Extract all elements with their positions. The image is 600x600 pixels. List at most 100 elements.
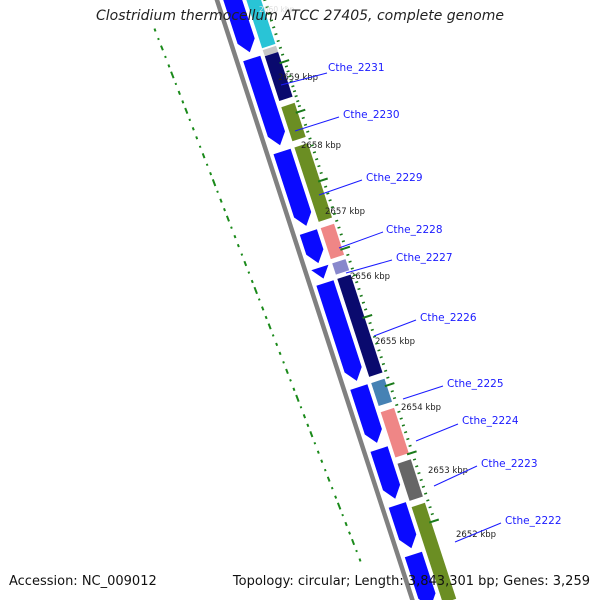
gc-skew-mark — [275, 342, 279, 347]
gc-skew-mark — [355, 549, 358, 553]
cog-segment — [320, 223, 345, 260]
gc-skew-mark — [285, 368, 289, 375]
major-tick — [406, 450, 417, 456]
gc-skew-mark — [240, 253, 244, 256]
gene-label[interactable]: Cthe_2230 — [343, 109, 400, 121]
minor-tick — [269, 19, 274, 22]
gc-skew-mark — [181, 100, 185, 104]
minor-tick — [326, 192, 330, 195]
minor-tick — [310, 144, 314, 147]
gene-leader-line — [415, 423, 459, 442]
tick-label: 2656 kbp — [350, 272, 390, 282]
minor-tick — [337, 226, 341, 229]
minor-tick — [319, 171, 323, 175]
gc-skew-mark — [167, 64, 171, 68]
minor-tick — [274, 33, 278, 36]
gc-skew-mark — [261, 306, 265, 311]
minor-tick — [417, 471, 421, 475]
minor-tick — [332, 212, 337, 216]
gene-leader-line — [373, 319, 417, 337]
gc-skew-mark — [157, 37, 160, 41]
gc-skew-mark — [309, 431, 314, 438]
minor-tick — [276, 39, 280, 43]
minor-tick — [308, 137, 312, 140]
gene-leader-line — [454, 522, 502, 543]
minor-tick — [383, 369, 388, 373]
gene-label[interactable]: Cthe_2224 — [462, 415, 519, 427]
gc-skew-mark — [160, 45, 164, 51]
major-tick — [317, 177, 328, 183]
major-tick — [362, 313, 373, 319]
minor-tick — [350, 267, 354, 270]
cds-arrow — [273, 148, 312, 226]
tick-label: 2653 kbp — [428, 466, 468, 476]
cog-segment — [264, 52, 293, 101]
minor-tick — [377, 349, 381, 352]
gc-skew-mark — [289, 379, 292, 382]
gc-skew-mark — [153, 28, 157, 32]
gene-label[interactable]: Cthe_2225 — [447, 378, 504, 390]
page-title: Clostridium thermocellum ATCC 27405, com… — [96, 8, 504, 24]
gene-label[interactable]: Cthe_2226 — [420, 312, 477, 324]
minor-tick — [348, 260, 352, 263]
gc-skew-mark — [205, 163, 209, 167]
gc-skew-mark — [295, 394, 300, 402]
major-tick — [279, 59, 290, 65]
minor-tick — [399, 417, 403, 420]
gene-label[interactable]: Cthe_2229 — [366, 172, 423, 184]
tick-label: 2654 kbp — [401, 403, 441, 413]
minor-tick — [296, 99, 300, 103]
gc-skew-mark — [257, 298, 261, 301]
cog-segment — [332, 259, 350, 275]
gene-label[interactable]: Cthe_2223 — [481, 458, 538, 470]
minor-tick — [381, 362, 386, 366]
gc-skew-mark — [292, 387, 296, 392]
gene-label[interactable]: Cthe_2231 — [328, 62, 385, 74]
minor-tick — [278, 46, 283, 50]
gene-label[interactable]: Cthe_2227 — [396, 252, 453, 264]
minor-tick — [297, 104, 302, 108]
minor-tick — [330, 205, 334, 209]
cds-arrow — [299, 229, 324, 264]
gc-skew-mark — [201, 153, 206, 159]
gc-skew-mark — [306, 423, 310, 428]
cog-track — [246, 0, 457, 600]
minor-tick — [390, 390, 394, 393]
gene-leader-line — [294, 116, 340, 132]
minor-tick — [368, 321, 372, 325]
gc-skew-mark — [219, 198, 223, 203]
minor-tick — [303, 123, 308, 127]
major-tick — [340, 245, 351, 251]
minor-tick — [392, 396, 397, 400]
minor-tick — [359, 294, 363, 298]
minor-tick — [403, 431, 408, 434]
gc-skew-mark — [326, 476, 331, 482]
gene-leader-line — [280, 72, 328, 86]
gc-skew-mark — [334, 495, 338, 499]
gc-skew-mark — [174, 82, 178, 86]
gene-label[interactable]: Cthe_2222 — [505, 515, 562, 527]
gc-skew-mark — [313, 441, 317, 445]
backbone-track — [214, 0, 415, 600]
genome-summary-text: Topology: circular; Length: 3,843,301 bp… — [232, 574, 590, 589]
minor-tick — [430, 512, 434, 516]
minor-tick — [263, 0, 267, 2]
cds-arrow — [223, 0, 255, 53]
minor-tick — [280, 53, 285, 56]
minor-tick — [267, 12, 271, 15]
minor-tick — [428, 506, 432, 509]
gc-skew-mark — [344, 521, 348, 527]
minor-tick — [421, 485, 426, 488]
gene-label[interactable]: Cthe_2228 — [386, 224, 443, 236]
minor-tick — [395, 403, 399, 407]
tick-label: 2655 kbp — [375, 337, 415, 347]
gc-skew-mark — [264, 315, 268, 320]
gc-skew-mark — [223, 207, 226, 212]
tick-label: 2657 kbp — [325, 207, 365, 217]
cog-segment — [294, 143, 332, 222]
gc-skew-mark — [230, 226, 233, 229]
gc-skew-mark — [278, 351, 282, 356]
cog-segment — [337, 274, 383, 377]
minor-tick — [289, 80, 293, 83]
minor-tick — [419, 478, 423, 482]
